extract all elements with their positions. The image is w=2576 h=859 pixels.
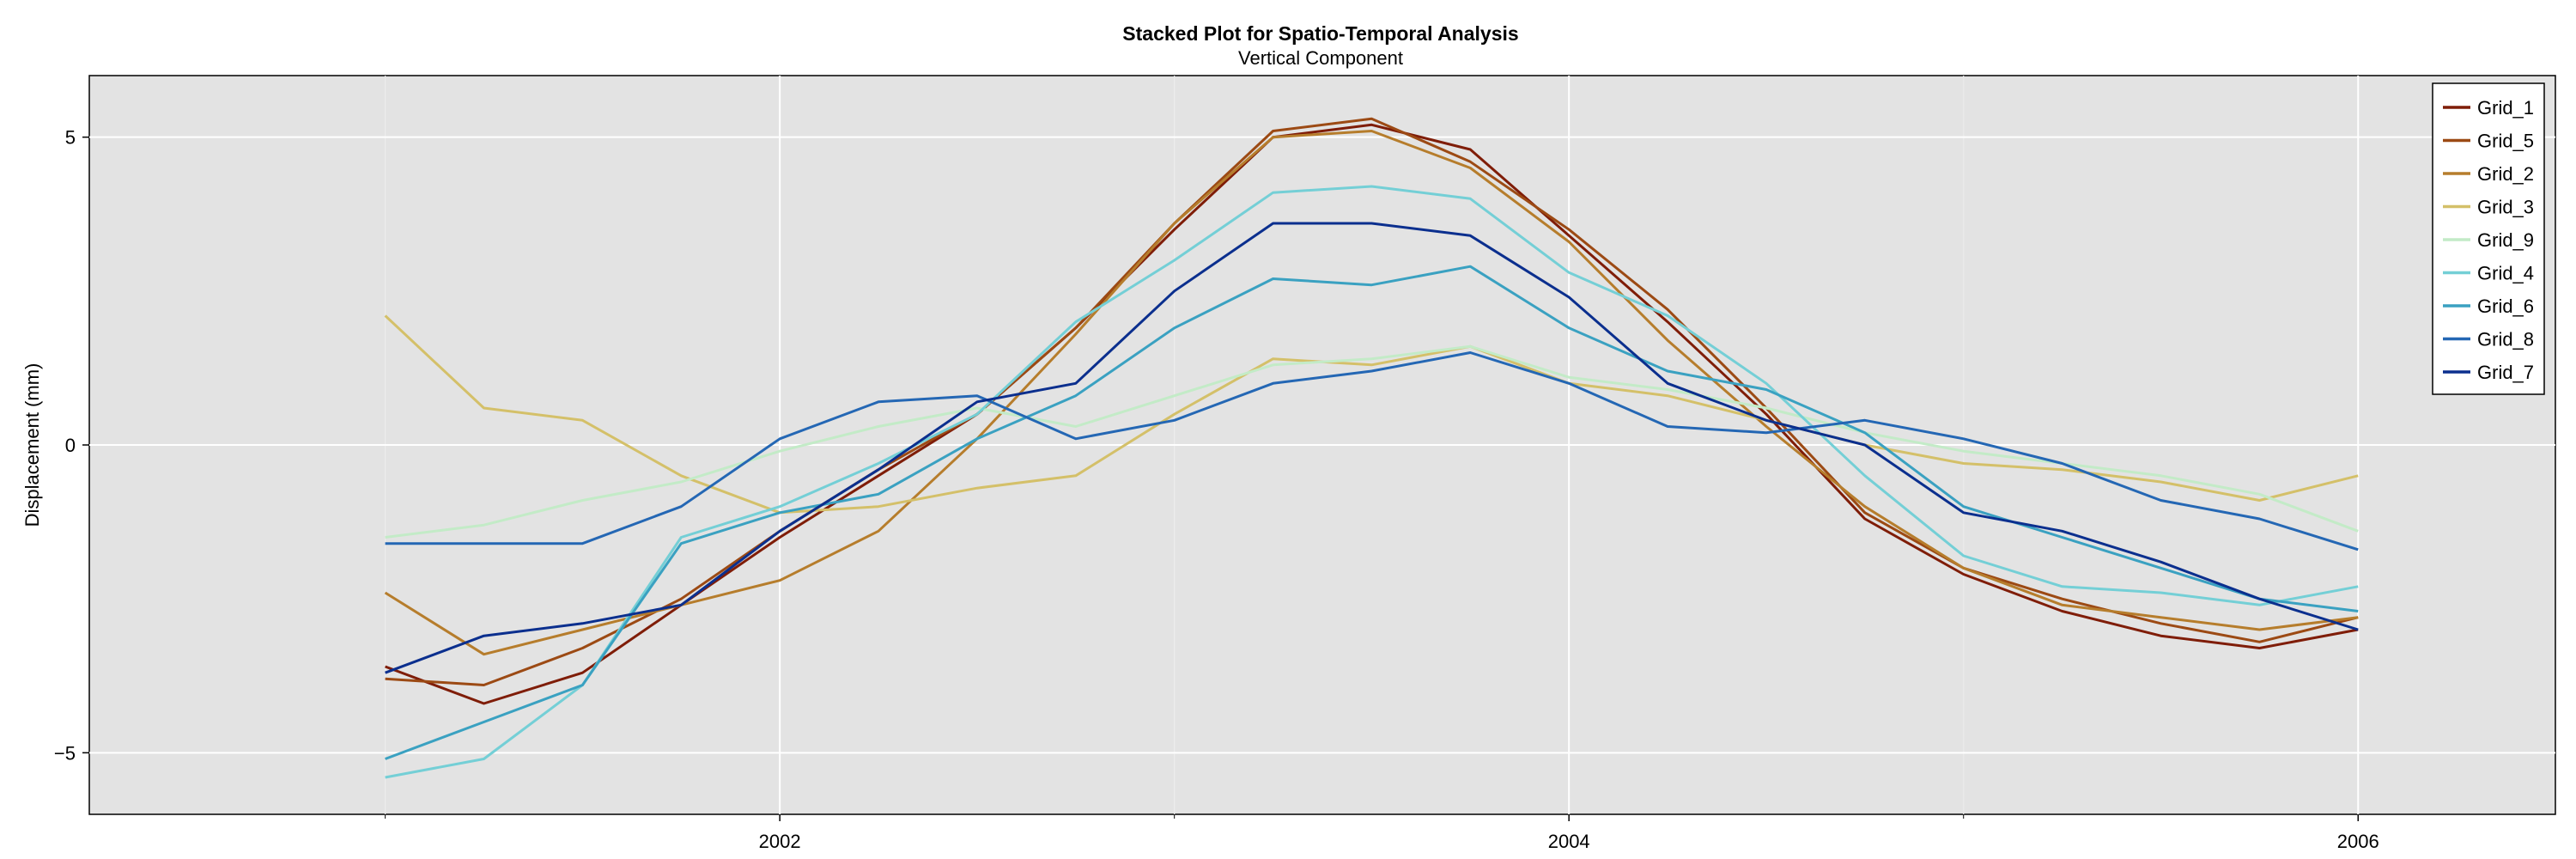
series-line-grid-3 (384, 314, 2359, 515)
legend-label: Grid_2 (2477, 163, 2534, 185)
y-tick-label: 5 (65, 127, 76, 149)
legend-label: Grid_7 (2477, 362, 2534, 383)
legend: Grid_1 Grid_5 Grid_2 Grid_3 Grid_9 Grid_4 Grid… (2432, 82, 2545, 395)
legend-label: Grid_4 (2477, 263, 2534, 284)
series-line-grid-9 (385, 344, 2359, 539)
series-line-grid-2 (384, 130, 2359, 656)
y-tick-label: 0 (65, 435, 76, 456)
x-tick-label: 2002 (759, 831, 801, 852)
series-line-grid-7 (385, 222, 2359, 674)
chart-title: Stacked Plot for Spatio-Temporal Analysi… (1122, 22, 1518, 45)
x-tick-label: 2006 (2337, 831, 2379, 852)
grid-lines (89, 76, 2555, 814)
legend-label: Grid_9 (2477, 229, 2534, 251)
legend-label: Grid_1 (2477, 97, 2534, 119)
x-tick-label: 2004 (1548, 831, 1590, 852)
axis-ticks: 2002 2004 2006 −5 0 5 (54, 127, 2379, 852)
series-line-grid-5 (385, 117, 2359, 686)
series-line-grid-8 (385, 351, 2359, 551)
series-lines (384, 117, 2359, 779)
series-line-grid-1 (385, 123, 2359, 705)
legend-label: Grid_3 (2477, 197, 2534, 218)
y-tick-label: −5 (54, 742, 76, 764)
legend-label: Grid_5 (2477, 131, 2534, 152)
series-line-grid-6 (385, 265, 2359, 760)
legend-label: Grid_6 (2477, 295, 2534, 317)
legend-label: Grid_8 (2477, 329, 2534, 350)
series-line-grid-4 (385, 185, 2359, 779)
chart-subtitle: Vertical Component (1238, 47, 1403, 69)
y-axis-label: Displacement (mm) (21, 363, 43, 527)
